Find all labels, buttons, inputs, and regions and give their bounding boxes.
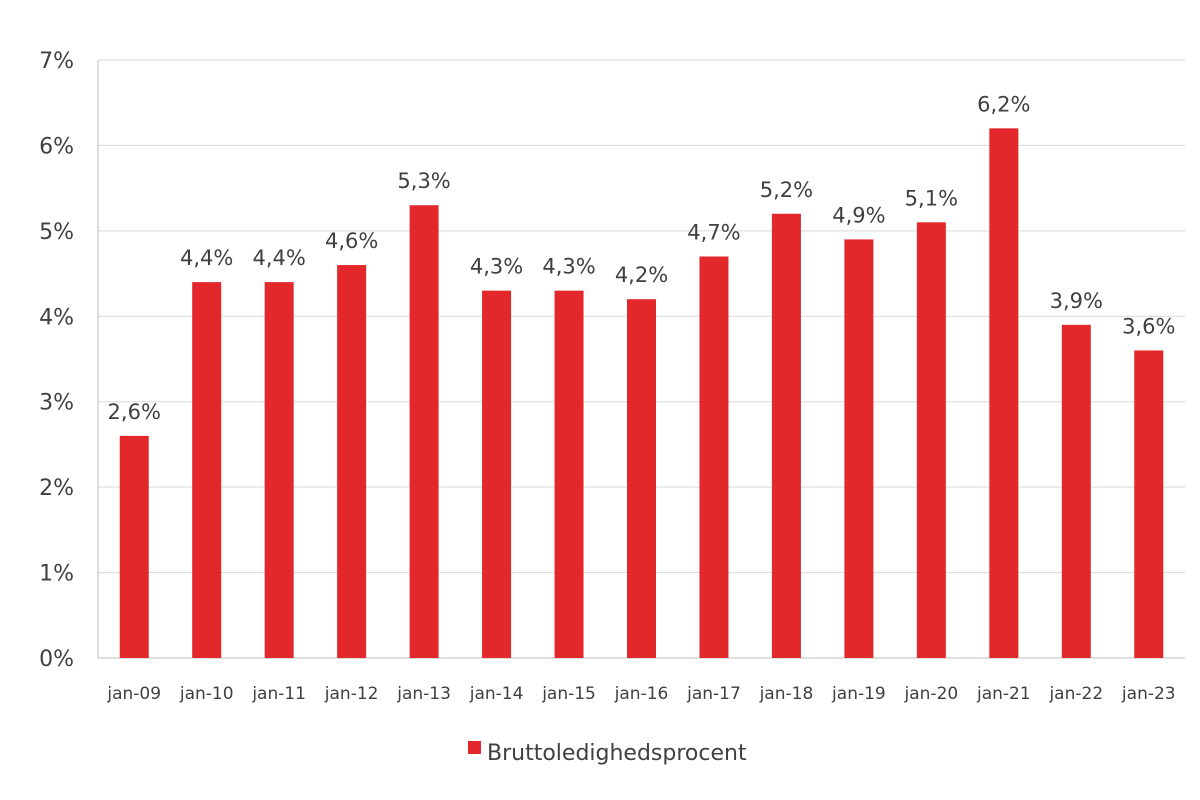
bar-jan-20[interactable] (916, 222, 946, 659)
x-tick-label-jan-13: jan-13 (396, 684, 451, 704)
bar-jan-17[interactable] (699, 256, 729, 658)
y-tick-label: 4% (39, 305, 74, 330)
x-tick-labels: jan-09 jan-10 jan-11 jan-12 jan-13 jan-14 jan-… (106, 684, 1175, 704)
x-tick-label-jan-16: jan-16 (614, 684, 669, 704)
data-label-jan-16: 4,2% (615, 263, 668, 287)
y-tick-label: 6% (39, 134, 74, 159)
x-tick-label-jan-11: jan-11 (251, 684, 306, 704)
data-label-jan-15: 4,3% (542, 255, 595, 279)
y-tick-label: 5% (39, 220, 74, 245)
x-tick-label-jan-18: jan-18 (759, 684, 814, 704)
data-label-jan-10: 4,4% (180, 246, 233, 270)
bar-jan-16[interactable] (627, 299, 656, 658)
bar-jan-14[interactable] (482, 290, 512, 658)
data-label-jan-09: 2,6% (108, 400, 161, 424)
y-tick-label: 2% (39, 476, 74, 501)
data-label-jan-19: 4,9% (832, 203, 885, 227)
y-tick-label: 3% (39, 391, 74, 416)
data-label-jan-17: 4,7% (687, 220, 740, 244)
data-label-jan-11: 4,4% (252, 246, 305, 270)
x-tick-label-jan-17: jan-17 (686, 684, 741, 704)
bar-jan-18[interactable] (771, 213, 801, 658)
legend-label: Bruttoledighedsprocent (487, 741, 747, 766)
bar-jan-11[interactable] (264, 282, 294, 658)
data-label-jan-12: 4,6% (325, 229, 378, 253)
y-tick-label: 0% (39, 647, 74, 672)
x-tick-label-jan-21: jan-21 (976, 684, 1031, 704)
data-label-jan-22: 3,9% (1050, 289, 1103, 313)
data-label-jan-18: 5,2% (760, 178, 813, 202)
x-tick-label-jan-15: jan-15 (541, 684, 596, 704)
x-tick-label-jan-14: jan-14 (469, 684, 524, 704)
data-label-jan-14: 4,3% (470, 255, 523, 279)
data-label-jan-13: 5,3% (397, 169, 450, 193)
x-tick-label-jan-09: jan-09 (106, 684, 161, 704)
bar-jan-19[interactable] (844, 239, 874, 658)
x-tick-label-jan-10: jan-10 (179, 684, 234, 704)
data-label-jan-23: 3,6% (1122, 314, 1175, 338)
bar-jan-21[interactable] (989, 128, 1019, 659)
x-tick-label-jan-19: jan-19 (831, 684, 886, 704)
legend-swatch (468, 741, 481, 754)
x-tick-label-jan-23: jan-23 (1121, 684, 1176, 704)
x-tick-label-jan-20: jan-20 (904, 684, 959, 704)
bar-jan-15[interactable] (554, 290, 584, 658)
bar-jan-10[interactable] (192, 282, 222, 658)
y-tick-labels: 0% 1% 2% 3% 4% 5% 6% 7% (39, 49, 74, 672)
bar-jan-23[interactable] (1134, 350, 1164, 658)
bars (119, 128, 1164, 659)
data-label-jan-21: 6,2% (977, 92, 1030, 116)
bar-jan-12[interactable] (337, 265, 367, 658)
bar-jan-13[interactable] (409, 205, 439, 658)
y-tick-label: 7% (39, 49, 74, 74)
y-tick-label: 1% (39, 562, 74, 587)
data-labels: 2,6% 4,4% 4,4% 4,6% 5,3% 4,3% 4,3% 4,2% 4,7% 5,2%… (108, 92, 1176, 424)
legend[interactable]: Bruttoledighedsprocent (468, 741, 747, 766)
bar-jan-09[interactable] (119, 435, 149, 658)
x-tick-label-jan-22: jan-22 (1048, 684, 1103, 704)
x-tick-label-jan-12: jan-12 (324, 684, 379, 704)
data-label-jan-20: 5,1% (905, 186, 958, 210)
bar-jan-22[interactable] (1061, 324, 1091, 658)
